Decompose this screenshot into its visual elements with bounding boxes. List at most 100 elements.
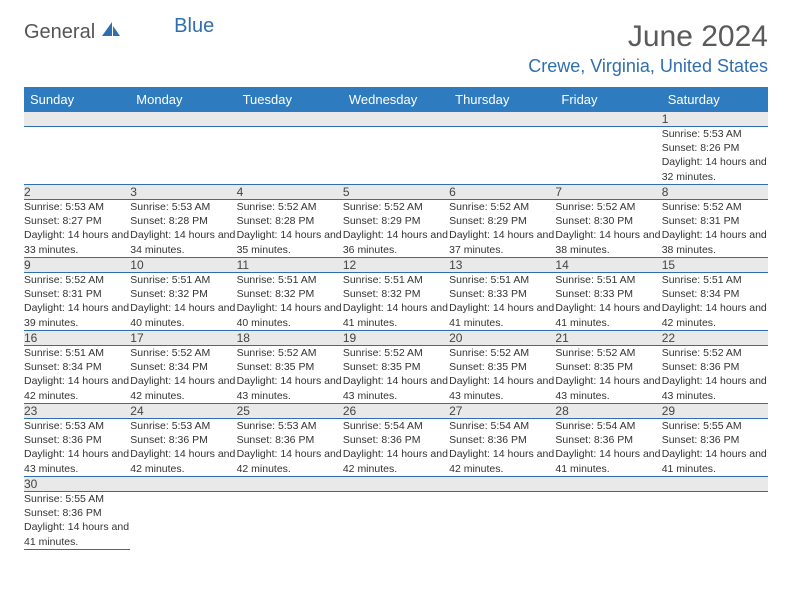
day-number-cell: 8 — [662, 185, 768, 200]
day-number: 5 — [343, 185, 350, 199]
day-number: 27 — [449, 404, 462, 418]
day-number: 22 — [662, 331, 675, 345]
day-text: Daylight: 14 hours and 38 minutes. — [662, 228, 768, 256]
day-text: Daylight: 14 hours and 42 minutes. — [343, 447, 449, 475]
day-number: 14 — [555, 258, 568, 272]
day-number-cell: 16 — [24, 331, 130, 346]
day-detail-cell — [555, 492, 661, 550]
day-number: 26 — [343, 404, 356, 418]
day-number-cell — [237, 477, 343, 492]
day-number-cell — [449, 112, 555, 127]
detail-row: Sunrise: 5:53 AMSunset: 8:26 PMDaylight:… — [24, 127, 768, 185]
day-text: Daylight: 14 hours and 43 minutes. — [343, 374, 449, 402]
day-number: 10 — [130, 258, 143, 272]
day-number: 23 — [24, 404, 37, 418]
day-detail-cell: Sunrise: 5:51 AMSunset: 8:32 PMDaylight:… — [237, 273, 343, 331]
day-text: Daylight: 14 hours and 34 minutes. — [130, 228, 236, 256]
day-number: 17 — [130, 331, 143, 345]
day-number: 20 — [449, 331, 462, 345]
day-number: 18 — [237, 331, 250, 345]
sunset-text: Sunset: 8:36 PM — [449, 433, 555, 447]
day-detail-cell: Sunrise: 5:53 AMSunset: 8:27 PMDaylight:… — [24, 200, 130, 258]
sunrise-text: Sunrise: 5:52 AM — [237, 200, 343, 214]
sunrise-text: Sunrise: 5:53 AM — [662, 127, 768, 141]
day-text: Daylight: 14 hours and 42 minutes. — [24, 374, 130, 402]
sail-icon — [100, 20, 122, 44]
sunrise-text: Sunrise: 5:55 AM — [662, 419, 768, 433]
daynum-row: 30 — [24, 477, 768, 492]
logo-text-general: General — [24, 21, 95, 44]
day-number-cell: 26 — [343, 404, 449, 419]
day-number-cell: 5 — [343, 185, 449, 200]
day-text: Daylight: 14 hours and 42 minutes. — [130, 374, 236, 402]
sunrise-text: Sunrise: 5:52 AM — [555, 200, 661, 214]
day-text: Daylight: 14 hours and 41 minutes. — [449, 301, 555, 329]
weekday-header: Thursday — [449, 87, 555, 112]
weekday-header: Friday — [555, 87, 661, 112]
sunrise-text: Sunrise: 5:55 AM — [24, 492, 130, 506]
weekday-header-row: Sunday Monday Tuesday Wednesday Thursday… — [24, 87, 768, 112]
day-detail-cell: Sunrise: 5:52 AMSunset: 8:35 PMDaylight:… — [449, 346, 555, 404]
day-detail-cell — [343, 127, 449, 185]
sunrise-text: Sunrise: 5:52 AM — [343, 346, 449, 360]
sunset-text: Sunset: 8:34 PM — [662, 287, 768, 301]
sunset-text: Sunset: 8:29 PM — [343, 214, 449, 228]
sunset-text: Sunset: 8:36 PM — [662, 360, 768, 374]
sunrise-text: Sunrise: 5:51 AM — [449, 273, 555, 287]
day-detail-cell: Sunrise: 5:52 AMSunset: 8:28 PMDaylight:… — [237, 200, 343, 258]
sunrise-text: Sunrise: 5:52 AM — [449, 200, 555, 214]
day-detail-cell: Sunrise: 5:53 AMSunset: 8:36 PMDaylight:… — [130, 419, 236, 477]
day-detail-cell: Sunrise: 5:51 AMSunset: 8:34 PMDaylight:… — [24, 346, 130, 404]
day-number-cell: 18 — [237, 331, 343, 346]
day-number-cell: 14 — [555, 258, 661, 273]
weekday-header: Monday — [130, 87, 236, 112]
day-detail-cell: Sunrise: 5:52 AMSunset: 8:31 PMDaylight:… — [662, 200, 768, 258]
sunrise-text: Sunrise: 5:51 AM — [130, 273, 236, 287]
day-number: 11 — [237, 258, 249, 272]
sunrise-text: Sunrise: 5:52 AM — [343, 200, 449, 214]
logo-text-blue: Blue — [174, 15, 214, 38]
day-number-cell: 30 — [24, 477, 130, 492]
sunset-text: Sunset: 8:28 PM — [237, 214, 343, 228]
day-number-cell: 7 — [555, 185, 661, 200]
day-text: Daylight: 14 hours and 37 minutes. — [449, 228, 555, 256]
day-text: Daylight: 14 hours and 38 minutes. — [555, 228, 661, 256]
sunrise-text: Sunrise: 5:52 AM — [555, 346, 661, 360]
title-block: June 2024 Crewe, Virginia, United States — [528, 20, 768, 77]
day-text: Daylight: 14 hours and 35 minutes. — [237, 228, 343, 256]
day-detail-cell: Sunrise: 5:52 AMSunset: 8:35 PMDaylight:… — [343, 346, 449, 404]
day-detail-cell: Sunrise: 5:51 AMSunset: 8:33 PMDaylight:… — [449, 273, 555, 331]
sunrise-text: Sunrise: 5:54 AM — [449, 419, 555, 433]
day-number-cell: 1 — [662, 112, 768, 127]
detail-row: Sunrise: 5:55 AMSunset: 8:36 PMDaylight:… — [24, 492, 768, 550]
sunrise-text: Sunrise: 5:51 AM — [662, 273, 768, 287]
day-number-cell: 28 — [555, 404, 661, 419]
day-text: Daylight: 14 hours and 43 minutes. — [555, 374, 661, 402]
day-text: Daylight: 14 hours and 41 minutes. — [24, 520, 130, 548]
day-detail-cell: Sunrise: 5:52 AMSunset: 8:29 PMDaylight:… — [449, 200, 555, 258]
day-number: 3 — [130, 185, 137, 199]
day-detail-cell — [130, 127, 236, 185]
day-detail-cell: Sunrise: 5:54 AMSunset: 8:36 PMDaylight:… — [555, 419, 661, 477]
sunset-text: Sunset: 8:35 PM — [343, 360, 449, 374]
sunset-text: Sunset: 8:32 PM — [130, 287, 236, 301]
page-header: General Blue June 2024 Crewe, Virginia, … — [24, 20, 768, 77]
sunrise-text: Sunrise: 5:53 AM — [24, 200, 130, 214]
sunrise-text: Sunrise: 5:52 AM — [449, 346, 555, 360]
day-number: 21 — [555, 331, 568, 345]
daynum-row: 9101112131415 — [24, 258, 768, 273]
day-number-cell: 27 — [449, 404, 555, 419]
day-text: Daylight: 14 hours and 43 minutes. — [662, 374, 768, 402]
day-detail-cell: Sunrise: 5:55 AMSunset: 8:36 PMDaylight:… — [24, 492, 130, 550]
day-text: Daylight: 14 hours and 41 minutes. — [343, 301, 449, 329]
day-detail-cell: Sunrise: 5:52 AMSunset: 8:34 PMDaylight:… — [130, 346, 236, 404]
day-number-cell: 22 — [662, 331, 768, 346]
day-number-cell — [343, 112, 449, 127]
sunrise-text: Sunrise: 5:52 AM — [130, 346, 236, 360]
sunrise-text: Sunrise: 5:53 AM — [24, 419, 130, 433]
sunset-text: Sunset: 8:27 PM — [24, 214, 130, 228]
day-detail-cell: Sunrise: 5:52 AMSunset: 8:35 PMDaylight:… — [237, 346, 343, 404]
calendar-table: Sunday Monday Tuesday Wednesday Thursday… — [24, 87, 768, 550]
day-number-cell — [555, 112, 661, 127]
sunrise-text: Sunrise: 5:53 AM — [130, 200, 236, 214]
